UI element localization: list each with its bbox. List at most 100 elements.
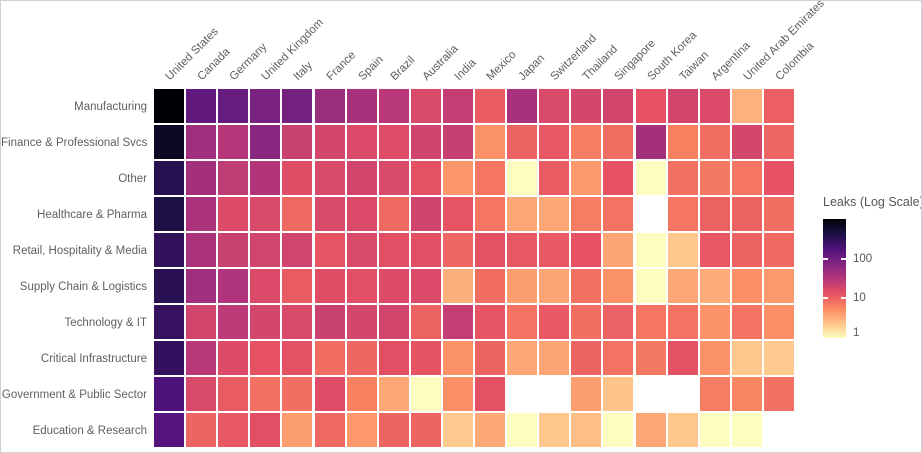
heatmap-cell [539,89,570,123]
heatmap-cell [410,197,441,231]
heatmap-cell [539,341,570,375]
heatmap-cell [378,341,409,375]
heatmap-cell [667,413,698,447]
heatmap-cell [507,413,538,447]
heatmap-cell [346,233,377,267]
heatmap-cell [186,125,217,159]
heatmap-cell [667,305,698,339]
heatmap-cell [699,377,730,411]
heatmap-cell [410,161,441,195]
heatmap-cell [378,305,409,339]
heatmap-cell [154,197,185,231]
heatmap-cell [250,377,281,411]
heatmap-cell [282,161,313,195]
heatmap-cell [346,89,377,123]
heatmap-cell [635,377,666,411]
row-label: Government & Public Sector [1,389,147,401]
heatmap-cell [154,341,185,375]
heatmap-cell [731,233,762,267]
heatmap-cell [571,125,602,159]
heatmap-cell [442,89,473,123]
heatmap-cell [539,233,570,267]
heatmap-cell [186,197,217,231]
heatmap-cell [475,125,506,159]
heatmap-cell [250,233,281,267]
heatmap-cell [186,341,217,375]
heatmap-cell [282,89,313,123]
heatmap-cell [410,269,441,303]
heatmap-cell [731,377,762,411]
heatmap-cell [667,341,698,375]
legend-colorbar [823,219,846,338]
heatmap-cell [154,305,185,339]
heatmap-cell [218,233,249,267]
legend-tick-mark [823,257,828,260]
heatmap-cell [731,305,762,339]
heatmap-cell [282,341,313,375]
heatmap-cell [218,161,249,195]
heatmap-cell [154,125,185,159]
heatmap-cell [475,161,506,195]
heatmap-cell [571,89,602,123]
heatmap-cell [603,89,634,123]
heatmap-cell [282,197,313,231]
heatmap-cell [635,269,666,303]
row-label: Technology & IT [64,317,147,329]
heatmap-cell [571,341,602,375]
heatmap-cell [282,125,313,159]
heatmap-cell [346,341,377,375]
heatmap-cell [442,341,473,375]
heatmap-cell [635,305,666,339]
heatmap-cell [186,269,217,303]
heatmap-cell [539,269,570,303]
heatmap-cell [282,413,313,447]
column-label: Mexico [484,48,519,83]
legend-tick-label: 1 [853,327,860,339]
heatmap-cell [314,341,345,375]
heatmap-cell [507,269,538,303]
heatmap-cell [667,377,698,411]
heatmap-cell [667,197,698,231]
heatmap-cell [699,413,730,447]
heatmap-cell [186,377,217,411]
heatmap-cell [731,413,762,447]
heatmap-cell [475,89,506,123]
heatmap-cell [571,197,602,231]
heatmap-cell [571,269,602,303]
heatmap-cell [314,233,345,267]
legend-tick-label: 100 [853,252,873,265]
heatmap-cell [571,161,602,195]
heatmap-cell [282,269,313,303]
heatmap-cell [314,269,345,303]
heatmap-cell [507,377,538,411]
heatmap-cell [250,413,281,447]
heatmap-cell [539,305,570,339]
heatmap-cell [314,305,345,339]
heatmap-cell [346,377,377,411]
heatmap-cell [699,89,730,123]
heatmap-cell [186,89,217,123]
heatmap-cell [346,161,377,195]
legend-tick-label: 10 [853,292,866,305]
heatmap-cell [218,413,249,447]
heatmap-cell [218,341,249,375]
heatmap-cell [282,377,313,411]
heatmap-cell [378,413,409,447]
heatmap-cell [667,89,698,123]
heatmap-cell [250,197,281,231]
heatmap-cell [667,125,698,159]
heatmap-cell [442,125,473,159]
row-label: Education & Research [32,425,147,437]
legend-tick-labels: 100 10 1 [853,219,913,339]
heatmap-cell [475,377,506,411]
heatmap-cell [475,197,506,231]
heatmap-cell [410,413,441,447]
row-label: Finance & Professional Svcs [1,137,148,149]
legend-title: Leaks (Log Scale) [823,195,922,209]
heatmap-cell [507,341,538,375]
heatmap-cell [475,413,506,447]
heatmap-cell [763,233,794,267]
heatmap-cell [731,341,762,375]
heatmap-cell [346,269,377,303]
heatmap-cell [218,89,249,123]
